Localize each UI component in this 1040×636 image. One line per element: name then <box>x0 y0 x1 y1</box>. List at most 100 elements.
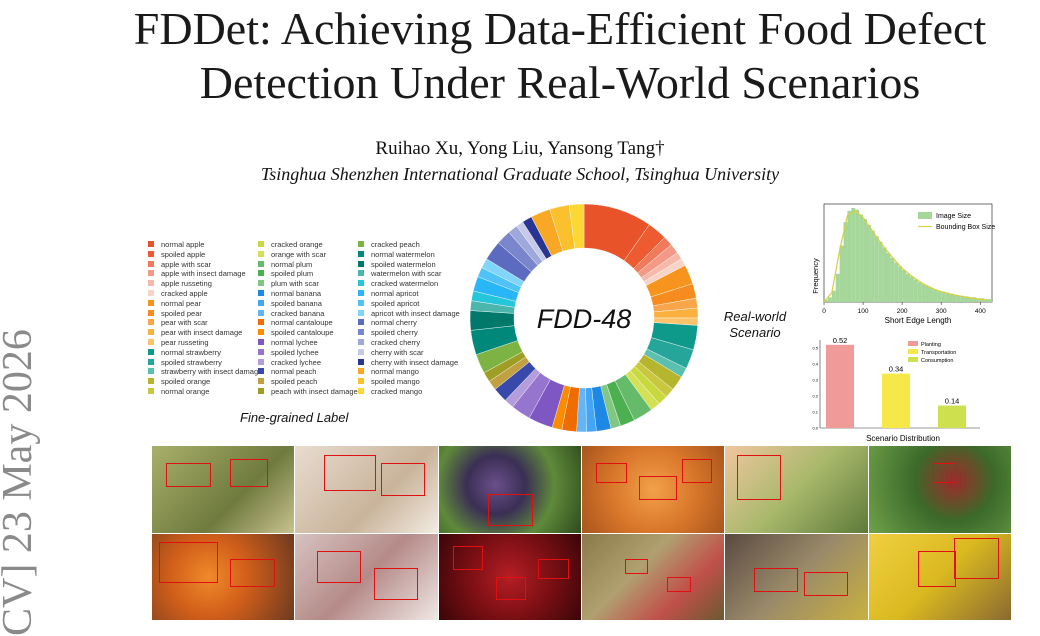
legend-label: cracked orange <box>271 240 323 249</box>
legend-item: strawberry with insect damage <box>148 367 262 377</box>
hist-bar <box>906 273 910 302</box>
sample-image-grid <box>152 446 1011 620</box>
defect-bounding-box <box>918 550 957 588</box>
defect-bounding-box <box>736 454 782 500</box>
legend-label: peach with insect damage <box>271 386 358 396</box>
legend-swatch <box>148 290 154 296</box>
legend-item: cracked watermelon <box>358 279 460 289</box>
real-world-caption-line-1: Real-world <box>723 309 787 324</box>
hist-bar <box>921 284 926 302</box>
legend-item: apple with scar <box>148 260 262 270</box>
donut-slice <box>641 252 682 282</box>
photo-market <box>725 533 868 620</box>
bar-y-tick-label: 0.2 <box>812 394 818 399</box>
donut-slice <box>634 361 674 398</box>
legend-swatch <box>258 358 264 365</box>
legend-item: spoiled plum <box>258 269 358 279</box>
legend-item: spoiled banana <box>258 299 358 309</box>
paper-title: FDDet: Achieving Data-Efficient Food Def… <box>90 2 1030 110</box>
legend-swatch <box>258 299 264 306</box>
hist-bar <box>972 297 977 302</box>
legend-label: normal apricot <box>371 288 419 298</box>
legend-swatch <box>258 290 264 296</box>
legend-item: normal lychee <box>258 338 358 348</box>
defect-bounding-box <box>230 458 268 487</box>
photo-cherries <box>438 533 581 620</box>
legend-label: normal strawberry <box>161 347 222 357</box>
legend-item: spoiled strawberry <box>148 358 262 368</box>
hist-bar <box>937 290 942 302</box>
legend-label: normal cantaloupe <box>271 318 333 328</box>
hist-bar <box>827 297 832 302</box>
hist-tick-label: 0 <box>822 308 826 315</box>
defect-bounding-box <box>753 568 799 592</box>
legend-label: spoiled peach <box>271 377 318 387</box>
legend-item: cherry with scar <box>358 348 460 358</box>
legend-swatch <box>258 280 264 287</box>
donut-slice <box>652 297 698 313</box>
bar-y-tick-label: 0.1 <box>812 410 818 415</box>
legend-label: cracked mango <box>371 386 423 396</box>
donut-slice <box>516 221 547 262</box>
hist-xlabel: Short Edge Length <box>885 316 952 325</box>
donut-slice <box>470 325 518 355</box>
legend-swatch <box>358 250 364 257</box>
defect-bounding-box <box>624 559 649 575</box>
legend-item: cracked peach <box>358 240 460 250</box>
donut-slice <box>498 232 539 273</box>
legend-swatch <box>358 319 364 326</box>
bar-legend-label: Consumption <box>921 358 953 364</box>
legend-swatch <box>358 348 364 355</box>
legend-label: plum with scar <box>271 279 319 289</box>
hist-bar <box>878 241 883 302</box>
bar-legend-swatch <box>908 341 918 346</box>
hist-bar <box>988 299 992 302</box>
legend-swatch <box>148 368 154 375</box>
defect-bounding-box <box>495 576 527 601</box>
donut-slice <box>633 237 672 274</box>
legend-label: spoiled apricot <box>371 298 420 308</box>
donut-slice <box>643 348 687 378</box>
legend-label: spoiled strawberry <box>161 357 222 367</box>
bar-xlabel: Scenario Distribution <box>866 434 940 443</box>
defect-bounding-box <box>638 476 677 500</box>
legend-label: pear with scar <box>161 318 208 328</box>
hist-bar <box>859 214 864 302</box>
legend-item: normal cherry <box>358 318 460 328</box>
hist-bar <box>851 208 856 302</box>
hist-bar <box>831 290 836 302</box>
legend-label: normal peach <box>271 367 317 377</box>
donut-slice <box>512 372 551 419</box>
legend-item: spoiled apple <box>148 250 262 260</box>
bar-y-tick-label: 0.4 <box>812 362 818 367</box>
photo-oranges <box>152 533 295 620</box>
hist-tick-label: 200 <box>897 308 908 315</box>
hist-bar <box>894 262 899 302</box>
defect-bounding-box <box>932 463 957 483</box>
legend-item: spoiled pear <box>148 309 262 319</box>
hist-bar <box>976 298 981 302</box>
legend-item: cracked orange <box>258 240 358 250</box>
hist-bar <box>866 224 871 302</box>
hist-bar <box>960 296 965 302</box>
legend-swatch <box>258 309 264 316</box>
bar-legend-label: Transportation <box>921 350 956 356</box>
legend-swatch <box>258 368 264 375</box>
donut-slice <box>494 361 536 401</box>
donut-slice <box>481 258 525 288</box>
legend-label: normal watermelon <box>371 249 435 259</box>
defect-bounding-box <box>380 463 426 496</box>
photo-pears <box>152 446 295 533</box>
donut-slice <box>637 244 678 279</box>
defect-bounding-box <box>159 542 219 584</box>
donut-slice <box>469 310 515 331</box>
hist-bar <box>882 247 887 302</box>
legend-item: spoiled apricot <box>358 299 460 309</box>
legend-label: apple with scar <box>161 259 212 269</box>
bar-legend-label: Planting <box>921 342 941 348</box>
legend-label: cracked lychee <box>271 357 322 367</box>
donut-slice <box>508 225 543 266</box>
bar-value-label: 0.34 <box>889 365 904 374</box>
defect-bounding-box <box>596 463 627 483</box>
donut-slice <box>551 384 571 431</box>
